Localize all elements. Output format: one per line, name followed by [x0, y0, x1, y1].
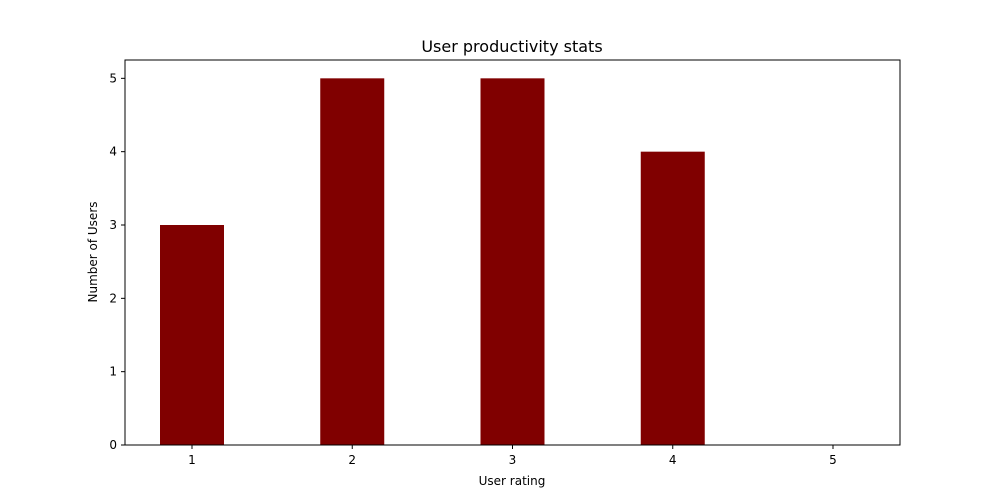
y-axis: 0 1 2 3 4 5: [109, 71, 125, 452]
bar-1: [160, 225, 224, 445]
y-axis-title: Number of Users: [86, 201, 100, 302]
chart-title: User productivity stats: [421, 37, 602, 56]
bar-3: [480, 78, 545, 445]
bar-4: [640, 151, 705, 445]
x-tick-label-3: 3: [509, 453, 517, 467]
bars: [160, 78, 705, 445]
y-tick-label-2: 2: [109, 291, 117, 305]
x-tick-label-2: 2: [348, 453, 356, 467]
x-axis-title: User rating: [479, 474, 546, 488]
y-tick-label-1: 1: [109, 365, 117, 379]
y-tick-label-3: 3: [109, 218, 117, 232]
bar-2: [320, 78, 385, 445]
x-tick-label-1: 1: [188, 453, 196, 467]
y-tick-label-4: 4: [109, 145, 117, 159]
x-tick-label-5: 5: [829, 453, 837, 467]
y-tick-label-0: 0: [109, 438, 117, 452]
y-tick-label-5: 5: [109, 71, 117, 85]
x-axis: 1 2 3 4 5: [188, 445, 837, 467]
x-tick-label-4: 4: [669, 453, 677, 467]
